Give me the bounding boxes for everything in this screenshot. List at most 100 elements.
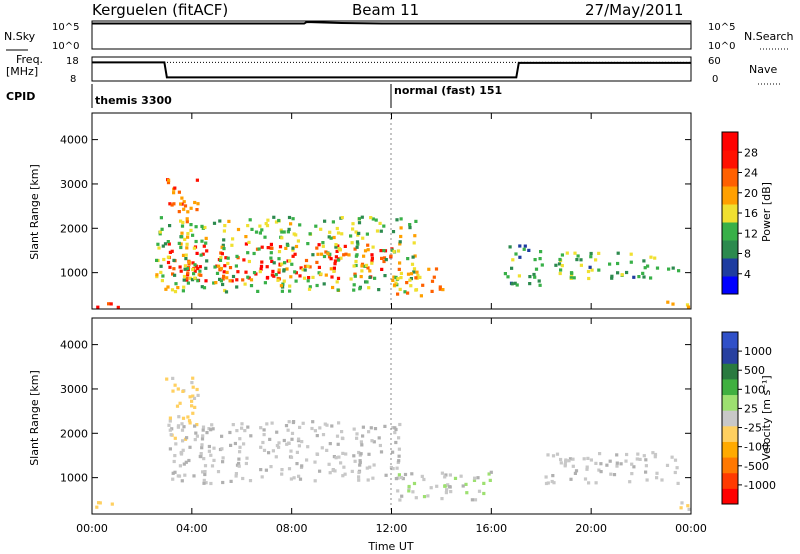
scatter-cell (201, 226, 205, 230)
scatter-cell (287, 227, 291, 231)
scatter-cell (397, 447, 401, 451)
scatter-cell (430, 289, 434, 293)
scatter-cell (379, 450, 384, 454)
scatter-cell (518, 255, 522, 259)
scatter-cell (408, 226, 412, 230)
scatter-cell (558, 271, 562, 276)
scatter-cell (265, 265, 269, 269)
scatter-cell (434, 267, 439, 271)
scatter-cell (186, 415, 190, 419)
scatter-cell (359, 440, 363, 444)
scatter-cell (396, 249, 401, 253)
scatter-cell (235, 285, 239, 289)
scatter-cell (337, 247, 341, 251)
scatter-cell (218, 258, 223, 262)
nsky-label: N.Sky (4, 30, 36, 43)
scatter-cell (180, 422, 184, 426)
scatter-cell (174, 282, 178, 286)
scatter-cell (221, 460, 225, 464)
scatter-cell (173, 454, 177, 458)
scatter-cell (642, 259, 646, 263)
scatter-cell (416, 273, 420, 278)
scatter-cell (408, 278, 412, 282)
scatter-cell (295, 462, 299, 466)
scatter-cell (171, 376, 175, 380)
scatter-cell (333, 259, 337, 263)
scatter-cell (368, 269, 372, 273)
velocity-yticks: 4000 3000 2000 1000 (60, 339, 691, 485)
scatter-cell (544, 475, 548, 479)
scatter-cell (576, 254, 580, 258)
scatter-cell (637, 275, 641, 279)
scatter-cell (642, 454, 646, 458)
scatter-cell (315, 283, 319, 288)
scatter-cell (254, 230, 259, 234)
scatter-cell (258, 231, 262, 235)
scatter-cell (203, 470, 207, 474)
scatter-cell (270, 273, 274, 277)
scatter-cell (559, 268, 563, 272)
y-tick-label: 2000 (60, 222, 88, 235)
scatter-cell (204, 241, 208, 245)
scatter-cell (275, 444, 279, 448)
scatter-cell (321, 244, 325, 248)
scatter-cell (392, 249, 396, 254)
scatter-cell (616, 261, 620, 266)
scatter-cell (291, 248, 295, 252)
colorbar-swatch (722, 394, 738, 411)
scatter-cell (159, 216, 163, 220)
scatter-cell (465, 491, 469, 495)
scatter-cell (173, 436, 177, 440)
scatter-cell (427, 267, 431, 271)
scatter-cell (357, 450, 361, 455)
scatter-cell (260, 245, 264, 249)
colorbar-swatch (722, 258, 738, 277)
scatter-cell (222, 229, 226, 233)
scatter-cell (558, 257, 562, 262)
cpid-program-2: normal (fast) 151 (394, 84, 502, 97)
scatter-cell (453, 476, 458, 480)
scatter-cell (217, 264, 221, 268)
scatter-cell (461, 484, 465, 488)
scatter-cell (321, 433, 326, 437)
scatter-cell (196, 393, 200, 397)
scatter-cell (421, 283, 425, 287)
scatter-cell (317, 265, 321, 269)
scatter-cell (158, 232, 162, 236)
scatter-cell (341, 451, 345, 455)
scatter-cell (410, 262, 415, 266)
y-tick-label: 4000 (60, 339, 88, 352)
scatter-cell (191, 385, 195, 389)
scatter-cell (116, 305, 120, 309)
colorbar-swatch (722, 378, 738, 396)
scatter-cell (330, 424, 334, 428)
scatter-cell (334, 255, 338, 259)
colorbar-swatch (722, 150, 738, 169)
scatter-cell (615, 461, 619, 465)
scatter-cell (201, 252, 205, 256)
scatter-cell (178, 464, 182, 468)
scatter-cell (365, 466, 369, 470)
scatter-cell (224, 290, 229, 294)
scatter-cell (189, 228, 193, 232)
scatter-cell (212, 221, 217, 225)
scatter-cell (180, 196, 184, 200)
scatter-cell (267, 451, 271, 455)
scatter-cell (173, 470, 177, 474)
nsky-tick-low-right: 10^0 (708, 41, 735, 52)
scatter-cell (331, 468, 335, 472)
velocity-panel: 4000 3000 2000 1000 Slant Range [km] 1000 50… (28, 113, 776, 553)
scatter-cell (332, 269, 336, 273)
scatter-cell (191, 268, 195, 272)
scatter-cell (260, 475, 264, 479)
scatter-cell (407, 489, 411, 493)
scatter-cell (325, 423, 329, 427)
scatter-cell (189, 276, 193, 280)
scatter-cell (665, 463, 670, 467)
scatter-cell (369, 426, 373, 430)
scatter-cell (334, 456, 338, 460)
scatter-cell (182, 285, 186, 289)
scatter-cell (636, 452, 640, 456)
scatter-cell (586, 456, 590, 460)
scatter-cell (318, 426, 322, 430)
